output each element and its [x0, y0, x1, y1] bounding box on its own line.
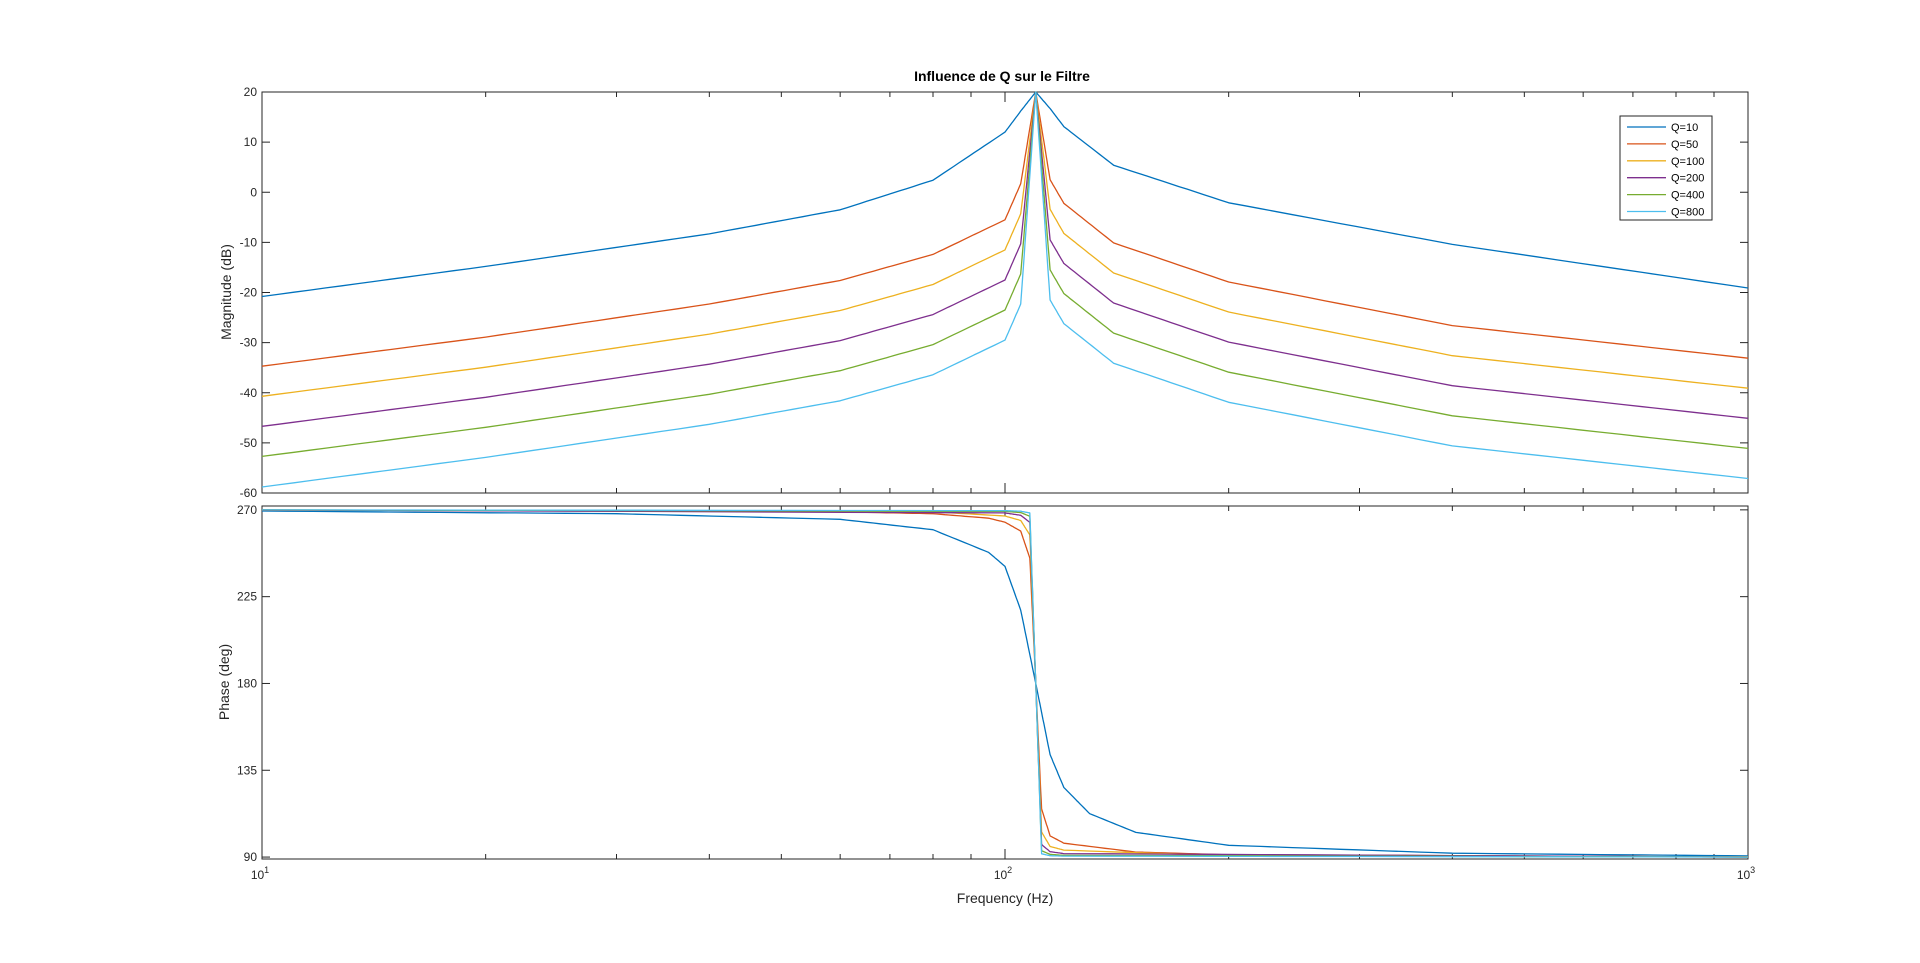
phase-lines — [261, 509, 1749, 858]
x-tick-exponent: 2 — [1007, 865, 1012, 875]
legend-label-q-400: Q=400 — [1671, 190, 1704, 202]
magnitude-ticks: 20 10 0 -10 -20 -30 -40 -50 -60 — [240, 85, 1749, 500]
x-axis-label: Frequency (Hz) — [957, 890, 1053, 906]
x-tick-label: 102 — [994, 865, 1012, 882]
magnitude-y-axis-label: Magnitude (dB) — [218, 244, 234, 340]
magnitude-lines — [261, 91, 1749, 488]
legend-label-q-10: Q=10 — [1671, 122, 1698, 134]
magnitude-y-tick-label: 0 — [250, 185, 257, 199]
phase-axes-box — [261, 505, 1749, 860]
legend-label-q-100: Q=100 — [1671, 156, 1704, 168]
magnitude-panel: 20 10 0 -10 -20 -30 -40 -50 -60 Influence de Q s… — [218, 68, 1749, 500]
phase-y-tick-label: 135 — [237, 763, 257, 777]
legend-label-q-800: Q=800 — [1671, 207, 1704, 219]
x-tick-exponent: 3 — [1750, 865, 1755, 875]
phase-y-tick-label: 225 — [237, 590, 257, 604]
magnitude-line-q-50 — [261, 91, 1749, 367]
x-tick-base: 10 — [251, 868, 265, 882]
x-tick-base: 10 — [1737, 868, 1751, 882]
legend-label-q-200: Q=200 — [1671, 173, 1704, 185]
phase-y-tick-label: 90 — [244, 850, 258, 864]
x-tick-exponent: 1 — [264, 865, 269, 875]
magnitude-y-tick-label: -60 — [240, 486, 258, 500]
legend-label-q-50: Q=50 — [1671, 139, 1698, 151]
magnitude-line-q-400 — [261, 91, 1749, 458]
chart-title: Influence de Q sur le Filtre — [914, 68, 1090, 84]
magnitude-line-q-200 — [261, 91, 1749, 427]
magnitude-y-tick-label: -10 — [240, 235, 258, 249]
magnitude-line-q-100 — [261, 91, 1749, 397]
x-tick-label: 101 — [251, 865, 269, 882]
magnitude-line-q-10 — [261, 91, 1749, 298]
magnitude-y-tick-label: 20 — [244, 85, 258, 99]
magnitude-y-tick-label: -50 — [240, 436, 258, 450]
legend[interactable]: Q=10 Q=50 Q=100 Q=200 Q=400 Q=800 — [1619, 115, 1713, 221]
phase-y-tick-label: 270 — [237, 503, 257, 517]
legend-box — [1619, 115, 1713, 221]
magnitude-y-tick-label: -40 — [240, 386, 258, 400]
x-tick-label: 103 — [1737, 865, 1755, 882]
magnitude-axes-box — [261, 91, 1749, 494]
magnitude-y-tick-label: -30 — [240, 336, 258, 350]
phase-y-tick-label: 180 — [237, 676, 257, 690]
phase-y-axis-label: Phase (deg) — [216, 644, 232, 720]
magnitude-y-tick-label: -20 — [240, 286, 258, 300]
magnitude-y-tick-label: 10 — [244, 135, 258, 149]
phase-line-q-800 — [262, 509, 1749, 858]
x-tick-base: 10 — [994, 868, 1008, 882]
magnitude-line-q-800 — [261, 91, 1749, 488]
